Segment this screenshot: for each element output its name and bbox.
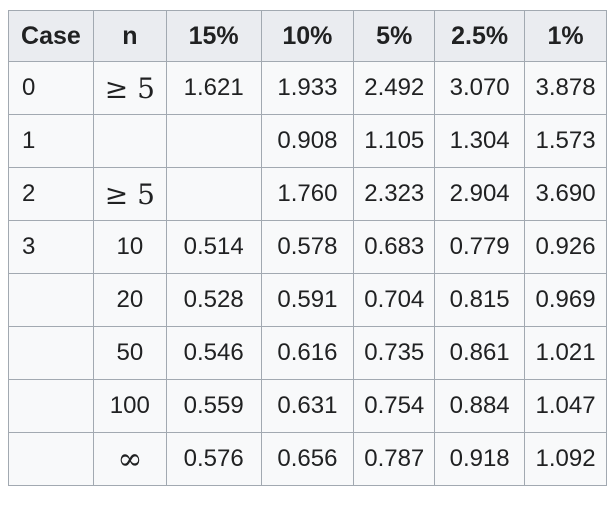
- table-cell: 1.105: [353, 114, 436, 168]
- table-cell: 2.492: [353, 61, 436, 115]
- column-header-15pct: 15%: [165, 10, 262, 62]
- table-cell: 3.878: [524, 61, 607, 115]
- table-row: 3 10 0.514 0.578 0.683 0.779 0.926: [8, 220, 607, 274]
- column-header-10pct: 10%: [260, 10, 355, 62]
- header-row: Case n 15% 10% 5% 2.5% 1%: [8, 10, 607, 62]
- table-cell: 0.528: [165, 273, 262, 327]
- table-cell: [92, 114, 167, 168]
- table-cell: 0.969: [524, 273, 607, 327]
- table-cell: 1.021: [524, 326, 607, 380]
- table-cell: 1.047: [524, 379, 607, 433]
- table-cell: [8, 379, 94, 433]
- table-cell: 0.754: [353, 379, 436, 433]
- table-cell: 0.578: [260, 220, 355, 274]
- table-cell: 1.933: [260, 61, 355, 115]
- table-cell: 0.908: [260, 114, 355, 168]
- table-cell: [165, 114, 262, 168]
- table-cell: 0.683: [353, 220, 436, 274]
- table-cell: 0.591: [260, 273, 355, 327]
- table-cell: 0.926: [524, 220, 607, 274]
- table-cell: 0.616: [260, 326, 355, 380]
- table-cell: [8, 273, 94, 327]
- table-cell: ≥ 5: [92, 61, 167, 115]
- table-cell: 0.559: [165, 379, 262, 433]
- table-cell: 0.514: [165, 220, 262, 274]
- table-cell: 0.704: [353, 273, 436, 327]
- table-cell: 0: [8, 61, 94, 115]
- table-row: 1 0.908 1.105 1.304 1.573: [8, 114, 607, 168]
- table-row: 100 0.559 0.631 0.754 0.884 1.047: [8, 379, 607, 433]
- table-row: ∞ 0.576 0.656 0.787 0.918 1.092: [8, 432, 607, 486]
- table-cell: 0.546: [165, 326, 262, 380]
- table-cell: 0.631: [260, 379, 355, 433]
- table-cell: 0.656: [260, 432, 355, 486]
- table-cell: 1.621: [165, 61, 262, 115]
- column-header-n: n: [92, 10, 167, 62]
- column-header-1pct: 1%: [524, 10, 607, 62]
- table-cell: 1.092: [524, 432, 607, 486]
- table-cell: 0.787: [353, 432, 436, 486]
- table-cell: 1: [8, 114, 94, 168]
- table-cell: 0.576: [165, 432, 262, 486]
- table-cell: 20: [92, 273, 167, 327]
- table-cell: [165, 167, 262, 221]
- table-cell: 2.323: [353, 167, 436, 221]
- infinity-symbol: ∞: [92, 432, 167, 486]
- critical-values-table: Case n 15% 10% 5% 2.5% 1% 0 ≥ 5 1.621 1.…: [8, 10, 607, 486]
- table-row: 2 ≥ 5 1.760 2.323 2.904 3.690: [8, 167, 607, 221]
- table-cell: 2: [8, 167, 94, 221]
- table-row: 50 0.546 0.616 0.735 0.861 1.021: [8, 326, 607, 380]
- table-cell: 100: [92, 379, 167, 433]
- table-cell: [8, 432, 94, 486]
- table-cell: 2.904: [434, 167, 526, 221]
- table-cell: 0.735: [353, 326, 436, 380]
- table-row: 20 0.528 0.591 0.704 0.815 0.969: [8, 273, 607, 327]
- table-cell: 3.690: [524, 167, 607, 221]
- column-header-case: Case: [8, 10, 94, 62]
- table-row: 0 ≥ 5 1.621 1.933 2.492 3.070 3.878: [8, 61, 607, 115]
- table-cell: 1.304: [434, 114, 526, 168]
- table-cell: 50: [92, 326, 167, 380]
- table-cell: 0.884: [434, 379, 526, 433]
- table-cell: 0.779: [434, 220, 526, 274]
- table-cell: 3: [8, 220, 94, 274]
- table-cell: 1.573: [524, 114, 607, 168]
- table-cell: 3.070: [434, 61, 526, 115]
- table-cell: [8, 326, 94, 380]
- table-cell: 0.815: [434, 273, 526, 327]
- column-header-5pct: 5%: [353, 10, 436, 62]
- table-cell: 10: [92, 220, 167, 274]
- table-cell: ≥ 5: [92, 167, 167, 221]
- table-cell: 0.861: [434, 326, 526, 380]
- table-cell: 0.918: [434, 432, 526, 486]
- column-header-2-5pct: 2.5%: [434, 10, 526, 62]
- table-cell: 1.760: [260, 167, 355, 221]
